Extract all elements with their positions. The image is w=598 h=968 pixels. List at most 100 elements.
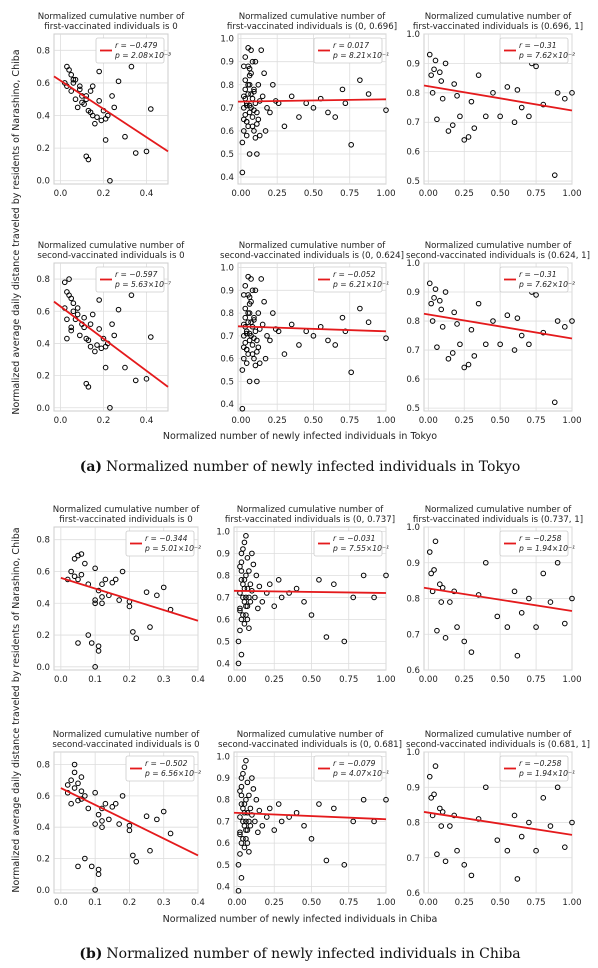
scatter-point bbox=[243, 102, 250, 109]
scatter-point bbox=[74, 104, 81, 111]
scatter-point bbox=[259, 822, 266, 829]
scatter-point bbox=[468, 98, 475, 105]
scatter-point bbox=[252, 362, 259, 369]
scatter-point bbox=[262, 355, 269, 362]
scatter-point bbox=[66, 67, 72, 73]
x-tick-label: 0.25 bbox=[455, 416, 474, 426]
scatter-point bbox=[251, 107, 257, 113]
scatter-point bbox=[243, 757, 249, 764]
scatter-point bbox=[107, 404, 113, 411]
scatter-point bbox=[238, 875, 245, 881]
scatter-point bbox=[87, 88, 94, 94]
scatter-point bbox=[130, 852, 136, 859]
legend-r: r = −0.258 bbox=[519, 534, 562, 543]
scatter-point bbox=[82, 793, 88, 799]
scatter-point bbox=[75, 797, 81, 804]
scatter-point bbox=[68, 568, 74, 575]
scatter-point bbox=[96, 297, 102, 303]
legend-r: r = −0.258 bbox=[519, 759, 562, 768]
scatter-point bbox=[540, 795, 547, 801]
panel-11: 0.00 0.25 0.50 0.75 1.00 0.4 0.5 0.6 0.7 0.8 0.9 1.… bbox=[216, 730, 402, 908]
scatter-point bbox=[116, 821, 122, 827]
legend-box bbox=[313, 266, 383, 293]
scatter-point bbox=[246, 65, 253, 72]
legend-box bbox=[125, 530, 195, 557]
x-tick-label: 0.75 bbox=[527, 898, 546, 908]
panel-group-b: Normalized average daily distance travel… bbox=[11, 527, 521, 962]
y-tick-label: 0.6 bbox=[406, 666, 420, 676]
scatter-point bbox=[235, 660, 242, 667]
scatter-point bbox=[87, 321, 94, 327]
scatter-point bbox=[242, 339, 249, 346]
scatter-point bbox=[237, 627, 243, 634]
scatter-point bbox=[237, 607, 243, 614]
scatter-point bbox=[143, 148, 150, 155]
scatter-point bbox=[143, 589, 150, 595]
caption-b: (b) Normalized number of newly infected i… bbox=[79, 946, 520, 962]
scatter-point bbox=[266, 581, 273, 588]
scatter-point bbox=[243, 132, 250, 139]
scatter-point bbox=[514, 315, 521, 321]
scatter-point bbox=[526, 341, 532, 348]
scatter-point bbox=[383, 335, 389, 341]
scatter-point bbox=[437, 69, 443, 76]
x-tick-label: 0.25 bbox=[268, 416, 287, 426]
scatter-point bbox=[454, 847, 460, 854]
scatter-point bbox=[252, 328, 259, 335]
scatter-point bbox=[331, 581, 337, 588]
scatter-point bbox=[308, 612, 315, 618]
y-tick-label: 0.7 bbox=[220, 332, 234, 342]
scatter-point bbox=[253, 572, 260, 579]
y-tick-label: 0.7 bbox=[406, 346, 420, 356]
x-tick-label: 0.50 bbox=[491, 189, 510, 199]
scatter-point bbox=[74, 311, 81, 318]
x-tick-label: 0.00 bbox=[419, 416, 438, 426]
scatter-point bbox=[92, 600, 98, 607]
scatter-point bbox=[323, 634, 330, 640]
scatter-point bbox=[461, 638, 468, 645]
panel-1: 0.0 0.2 0.4 0.0 0.2 0.4 0.6 0.8 Normalized cumul… bbox=[36, 12, 185, 199]
legend-r: r = −0.479 bbox=[115, 41, 158, 50]
scatter-point bbox=[250, 561, 257, 568]
scatter-point bbox=[241, 801, 248, 807]
legend-r: r = −0.344 bbox=[145, 534, 188, 543]
x-tick-label: 0.00 bbox=[419, 898, 438, 908]
scatter-point bbox=[428, 570, 434, 577]
scatter-point bbox=[88, 863, 95, 870]
scatter-point bbox=[247, 581, 254, 588]
x-tick-label: 0.75 bbox=[340, 189, 359, 199]
scatter-point bbox=[247, 822, 254, 829]
y-tick-label: 0.8 bbox=[36, 275, 50, 285]
x-tick-label: 0.75 bbox=[527, 675, 546, 685]
scatter-point bbox=[518, 332, 525, 339]
y-tick-label: 0.4 bbox=[36, 823, 50, 833]
scatter-point bbox=[115, 78, 122, 85]
scatter-point bbox=[243, 330, 250, 337]
x-tick-label: 0.00 bbox=[419, 189, 438, 199]
scatter-point bbox=[245, 310, 251, 316]
y-tick-label: 0.5 bbox=[406, 177, 420, 187]
scatter-point bbox=[518, 610, 525, 616]
scatter-point bbox=[461, 137, 468, 143]
scatter-point bbox=[308, 835, 315, 842]
scatter-point bbox=[243, 360, 250, 366]
scatter-point bbox=[71, 555, 78, 562]
legend-box bbox=[95, 266, 165, 293]
scatter-point bbox=[64, 316, 70, 323]
y-tick-label: 0.0 bbox=[36, 663, 50, 673]
scatter-point bbox=[431, 295, 437, 301]
legend-box bbox=[95, 37, 165, 64]
panel-7: 0.0 0.1 0.2 0.3 0.4 0.0 0.2 0.4 0.6 0.8 Normalized… bbox=[36, 505, 205, 685]
y-tick-label: 0.4 bbox=[220, 400, 234, 410]
scatter-point bbox=[242, 77, 249, 83]
y-tick-label: 0.8 bbox=[406, 595, 420, 605]
scatter-point bbox=[239, 367, 246, 373]
scatter-point bbox=[74, 305, 81, 311]
x-tick-label: 0.2 bbox=[123, 675, 137, 685]
scatter-point bbox=[238, 792, 245, 799]
scatter-point bbox=[504, 84, 511, 90]
legend-p: p = 5.63×10⁻⁷ bbox=[114, 280, 171, 289]
scatter-point bbox=[251, 88, 257, 95]
